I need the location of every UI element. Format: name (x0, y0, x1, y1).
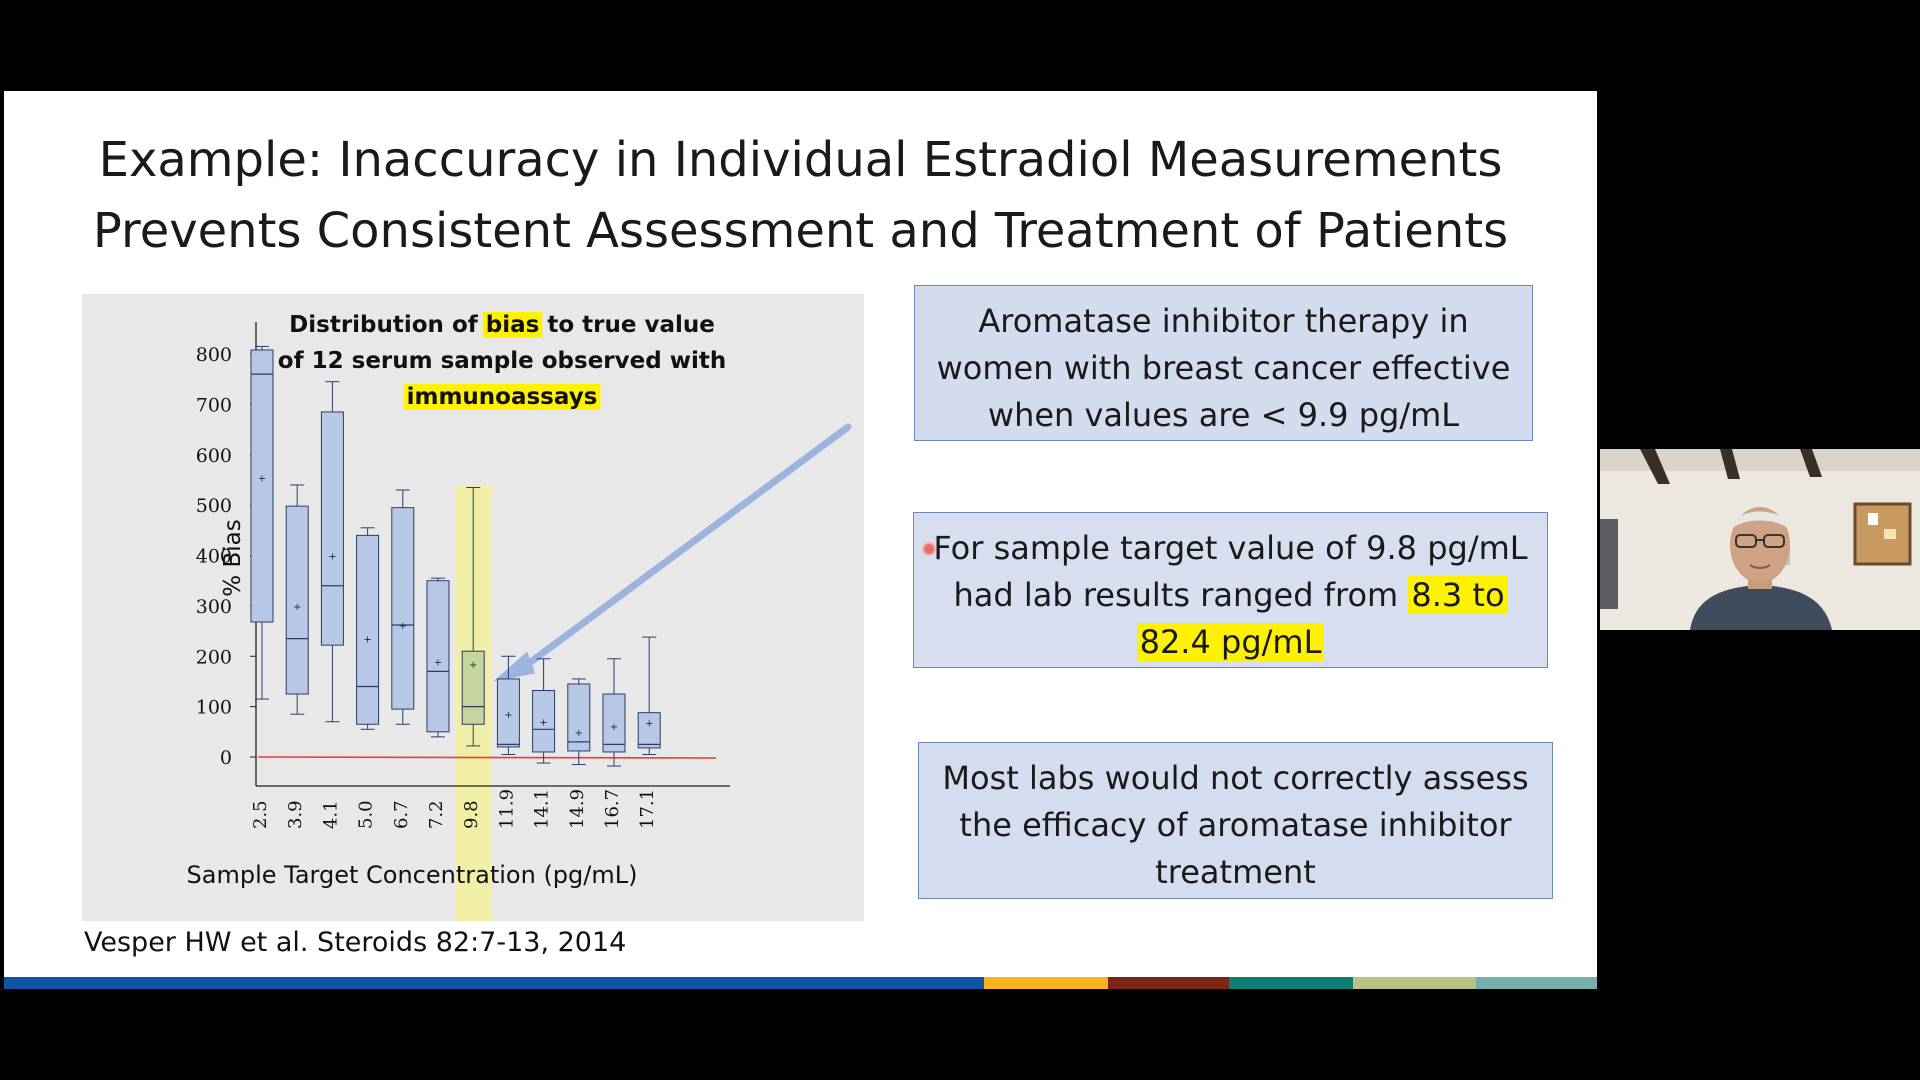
x-tick-label-11.9: 11.9 (496, 789, 517, 829)
presenter-video-icon (1600, 449, 1920, 630)
box-7.2: + (426, 577, 450, 738)
y-tick-label-600: 600 (196, 445, 232, 467)
box-16.7: + (602, 658, 626, 767)
callout-box-efficacy: Most labs would not correctly assess the… (918, 742, 1553, 899)
x-tick-label-3.9: 3.9 (285, 800, 306, 829)
mean-marker-2.5: + (258, 473, 266, 484)
x-tick-label-14.1: 14.1 (532, 789, 553, 829)
pointer-arrow-shaft (511, 423, 852, 677)
iqr-box-4.1 (320, 411, 344, 646)
iqr-box-16.7 (602, 693, 626, 753)
iqr-box-17.1 (637, 712, 661, 749)
footer-segment-khaki (1353, 977, 1476, 989)
slide-title-line-1: Example: Inaccuracy in Individual Estrad… (98, 132, 1503, 188)
callout-line-range: had lab results ranged from 8.3 to (928, 572, 1533, 619)
pointer-arrow-head (493, 651, 536, 682)
callout-box-aromatase-therapy: Aromatase inhibitor therapy in women wit… (914, 285, 1533, 441)
y-tick-label-400: 400 (196, 546, 232, 568)
mean-marker-5.0: + (363, 635, 371, 646)
iqr-box-5.0 (356, 534, 380, 725)
box-3.9: + (285, 484, 309, 715)
callout-range-highlight-high: 82.4 pg/mL (1136, 623, 1325, 661)
iqr-box-2.5 (250, 349, 274, 623)
box-14.9: + (567, 678, 591, 766)
presentation-slide: Example: Inaccuracy in Individual Estrad… (4, 91, 1597, 989)
x-tick-label-16.7: 16.7 (602, 789, 623, 829)
y-tick-label-500: 500 (196, 495, 232, 517)
iqr-box-3.9 (285, 505, 309, 695)
callout-text-therapy: Aromatase inhibitor therapy in women wit… (936, 302, 1511, 434)
footer-segment-seafoam (1475, 977, 1597, 989)
y-tick-label-700: 700 (196, 394, 232, 416)
x-tick-label-5.0: 5.0 (356, 800, 377, 829)
callout-box-lab-results: For sample target value of 9.8 pg/mL had… (913, 512, 1548, 668)
iqr-box-11.9 (496, 678, 520, 748)
iqr-box-9.8 (461, 650, 485, 725)
callout-line-target-value: For sample target value of 9.8 pg/mL (933, 529, 1528, 567)
callout-range-text: had lab results ranged from (953, 576, 1409, 614)
iqr-box-14.1 (532, 690, 556, 753)
mean-marker-3.9: + (293, 602, 301, 613)
box-9.8: + (461, 486, 485, 747)
zero-reference-line (257, 756, 717, 759)
box-5.0: + (356, 527, 380, 730)
laser-pointer-icon (922, 542, 936, 556)
mean-marker-6.7: + (399, 621, 407, 632)
slide-title-line-2: Prevents Consistent Assessment and Treat… (92, 203, 1509, 259)
chart-title-highlight-bias: bias (486, 312, 540, 338)
iqr-box-7.2 (426, 580, 450, 733)
footer-segment-yellow (983, 977, 1108, 989)
footer-segment-blue (4, 977, 984, 989)
footer-segment-teal (1229, 977, 1354, 989)
x-axis-label: Sample Target Concentration (pg/mL) (187, 861, 638, 889)
mean-marker-17.1: + (645, 719, 653, 730)
mean-marker-16.7: + (610, 722, 618, 733)
mean-marker-4.1: + (328, 552, 336, 563)
x-tick-label-2.5: 2.5 (250, 800, 271, 829)
x-tick-label-9.8: 9.8 (461, 800, 482, 829)
footer-segment-brown (1107, 977, 1229, 989)
box-plot-panel: + + + + + + + + + + + + 0 100 200 300 400 500 600 700 800 2.… (82, 294, 864, 921)
box-14.1: + (532, 658, 556, 764)
box-4.1: + (320, 381, 344, 723)
y-axis-label: % Bias (220, 519, 246, 596)
footer-color-bar (4, 977, 1597, 989)
x-tick-label-6.7: 6.7 (391, 800, 412, 829)
x-tick-label-17.1: 17.1 (637, 789, 658, 829)
title-highlight-bias (482, 312, 543, 338)
citation: Vesper HW et al. Steroids 82:7-13, 2014 (84, 927, 627, 958)
chart-title-line-3: immunoassays (407, 384, 598, 410)
y-tick-label-0: 0 (220, 747, 232, 769)
callout-text-efficacy: Most labs would not correctly assess the… (942, 759, 1529, 891)
box-11.9: + (496, 655, 520, 755)
iqr-box-14.9 (567, 683, 591, 752)
x-tick-label-14.9: 14.9 (567, 789, 588, 829)
box-6.7: + (391, 489, 415, 725)
y-tick-label-200: 200 (196, 646, 232, 668)
y-tick-label-100: 100 (196, 697, 232, 719)
x-tick-label-4.1: 4.1 (320, 800, 341, 829)
callout-line-range-high: 82.4 pg/mL (928, 619, 1533, 666)
iqr-box-6.7 (391, 507, 415, 710)
mean-marker-11.9: + (504, 710, 512, 721)
y-tick-label-800: 800 (196, 344, 232, 366)
chart-title-line-1: Distribution of bias to true value (289, 312, 715, 338)
box-plot-chart: + + + + + + + + + + + + 0 100 200 300 400 500 600 700 800 2.… (187, 312, 852, 921)
mean-marker-14.9: + (575, 728, 583, 739)
callout-range-highlight-low: 8.3 to (1408, 576, 1508, 614)
mean-marker-7.2: + (434, 657, 442, 668)
x-tick-label-7.2: 7.2 (426, 800, 447, 829)
slide-title: Example: Inaccuracy in Individual Estrad… (4, 125, 1597, 267)
chart-title-part-1: Distribution of (289, 312, 486, 338)
chart-title-part-3: to true value (539, 312, 715, 338)
mean-marker-9.8: + (469, 660, 477, 671)
mean-marker-14.1: + (539, 718, 547, 729)
box-2.5: + (250, 345, 274, 700)
participant-video-tile[interactable] (1600, 449, 1920, 630)
title-highlight-immunoassays (403, 384, 601, 410)
chart-title-line-2: of 12 serum sample observed with (278, 348, 726, 374)
y-tick-label-300: 300 (196, 596, 232, 618)
box-17.1: + (637, 636, 661, 755)
